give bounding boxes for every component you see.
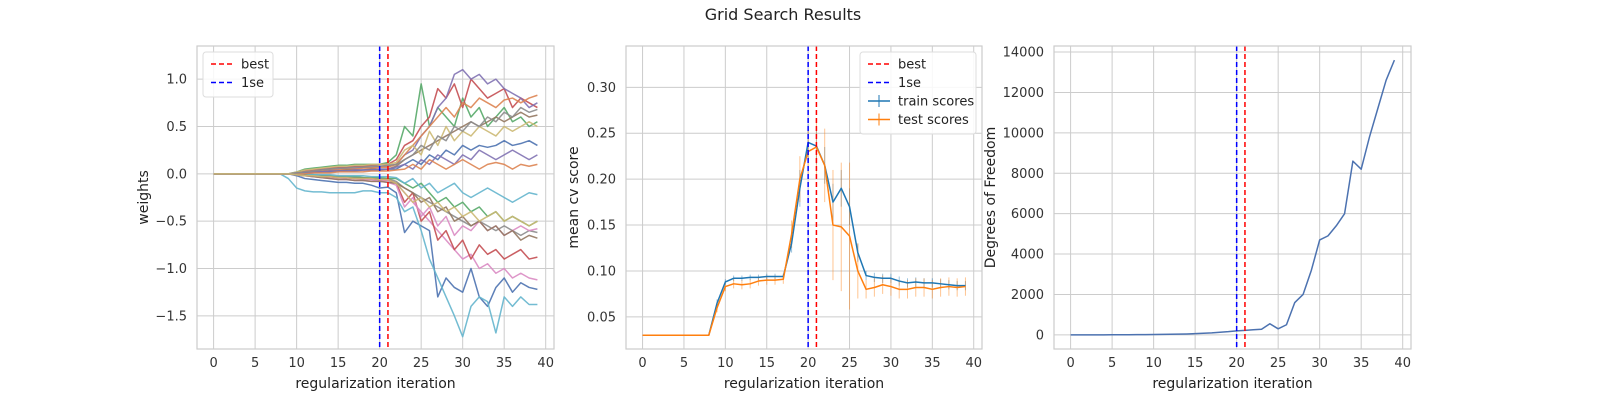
- axes-frame: [1053, 45, 1412, 350]
- y-tick-label: −1.5: [155, 309, 187, 324]
- x-tick-label: 20: [1228, 356, 1245, 371]
- x-tick-label: 20: [371, 356, 388, 371]
- x-tick-label: 40: [1394, 356, 1411, 371]
- x-axis-label: regularization iteration: [724, 376, 884, 392]
- legend-label: 1se: [241, 76, 264, 91]
- legend-label: 1se: [898, 76, 921, 91]
- y-tick-label: 0.30: [587, 81, 616, 96]
- axes-frame: [196, 45, 555, 350]
- y-tick-label: 0.05: [587, 310, 616, 325]
- y-tick-label: −1.0: [155, 262, 187, 277]
- x-tick-label: 15: [330, 356, 347, 371]
- y-tick-label: 0.15: [587, 219, 616, 234]
- y-tick-label: −0.5: [155, 215, 187, 230]
- axes-frame: [625, 45, 983, 350]
- x-tick-label: 40: [965, 356, 982, 371]
- y-tick-label: 0: [1036, 328, 1044, 343]
- figure-title: Grid Search Results: [705, 5, 862, 24]
- y-tick-label: 10000: [1003, 126, 1044, 141]
- y-tick-label: 0.5: [166, 120, 187, 135]
- y-axis-label: mean cv score: [566, 146, 582, 248]
- x-tick-label: 15: [758, 356, 775, 371]
- legend-label: best: [241, 58, 269, 73]
- y-tick-label: 0.20: [587, 173, 616, 188]
- y-tick-label: 4000: [1011, 248, 1044, 263]
- y-tick-label: 0.10: [587, 264, 616, 279]
- x-tick-label: 5: [680, 356, 688, 371]
- x-tick-label: 35: [496, 356, 513, 371]
- x-tick-label: 20: [800, 356, 817, 371]
- series-line: [1070, 59, 1396, 336]
- y-tick-label: 1.0: [166, 73, 187, 88]
- test-scores-line: [642, 146, 966, 336]
- y-tick-label: 2000: [1011, 288, 1044, 303]
- x-tick-label: 5: [251, 356, 259, 371]
- x-tick-label: 30: [1311, 356, 1328, 371]
- x-tick-label: 5: [1108, 356, 1116, 371]
- x-tick-label: 10: [1145, 356, 1162, 371]
- x-tick-label: 30: [454, 356, 471, 371]
- x-axis-label: regularization iteration: [1152, 376, 1312, 392]
- legend-label: train scores: [898, 95, 974, 110]
- legend: best 1se train scores test scores: [859, 51, 977, 135]
- y-tick-label: 0.0: [166, 167, 187, 182]
- cv-score-chart: 0 5 10 15 20 25 30 35 40 0.05 0.10 0.15 0.20 0.25 0.30…: [566, 45, 983, 392]
- plot-area: [213, 68, 538, 338]
- y-tick-label: 0.25: [587, 127, 616, 142]
- x-tick-label: 0: [1066, 356, 1074, 371]
- x-tick-label: 35: [924, 356, 941, 371]
- y-tick-label: 6000: [1011, 207, 1044, 222]
- x-tick-label: 10: [717, 356, 734, 371]
- x-axis-label: regularization iteration: [295, 376, 455, 392]
- y-tick-label: 14000: [1003, 46, 1044, 61]
- x-tick-label: 35: [1353, 356, 1370, 371]
- x-tick-label: 40: [537, 356, 554, 371]
- weights-chart: 0 5 10 15 20 25 30 35 40 −1.5 −1.0 −0.5 0.0 0.5 1.0 reg…: [136, 45, 555, 392]
- y-axis-label: weights: [136, 170, 152, 225]
- plot-area: [1070, 59, 1396, 336]
- x-tick-label: 15: [1187, 356, 1204, 371]
- x-tick-label: 25: [413, 356, 430, 371]
- legend-label: test scores: [898, 113, 969, 128]
- x-tick-label: 25: [841, 356, 858, 371]
- x-tick-label: 0: [209, 356, 217, 371]
- x-tick-label: 30: [883, 356, 900, 371]
- y-tick-label: 8000: [1011, 167, 1044, 182]
- series-line: [213, 173, 538, 227]
- legend-box: [859, 51, 977, 135]
- y-axis-label: Degrees of Freedom: [983, 127, 999, 268]
- x-tick-label: 0: [638, 356, 646, 371]
- legend-label: best: [898, 58, 926, 73]
- x-tick-label: 25: [1270, 356, 1287, 371]
- degrees-of-freedom-chart: 0 5 10 15 20 25 30 35 40 0 2000 4000 6000 8000 10000 12…: [983, 45, 1412, 392]
- x-tick-label: 10: [288, 356, 305, 371]
- legend: best 1se: [202, 51, 274, 98]
- y-tick-label: 12000: [1003, 86, 1044, 101]
